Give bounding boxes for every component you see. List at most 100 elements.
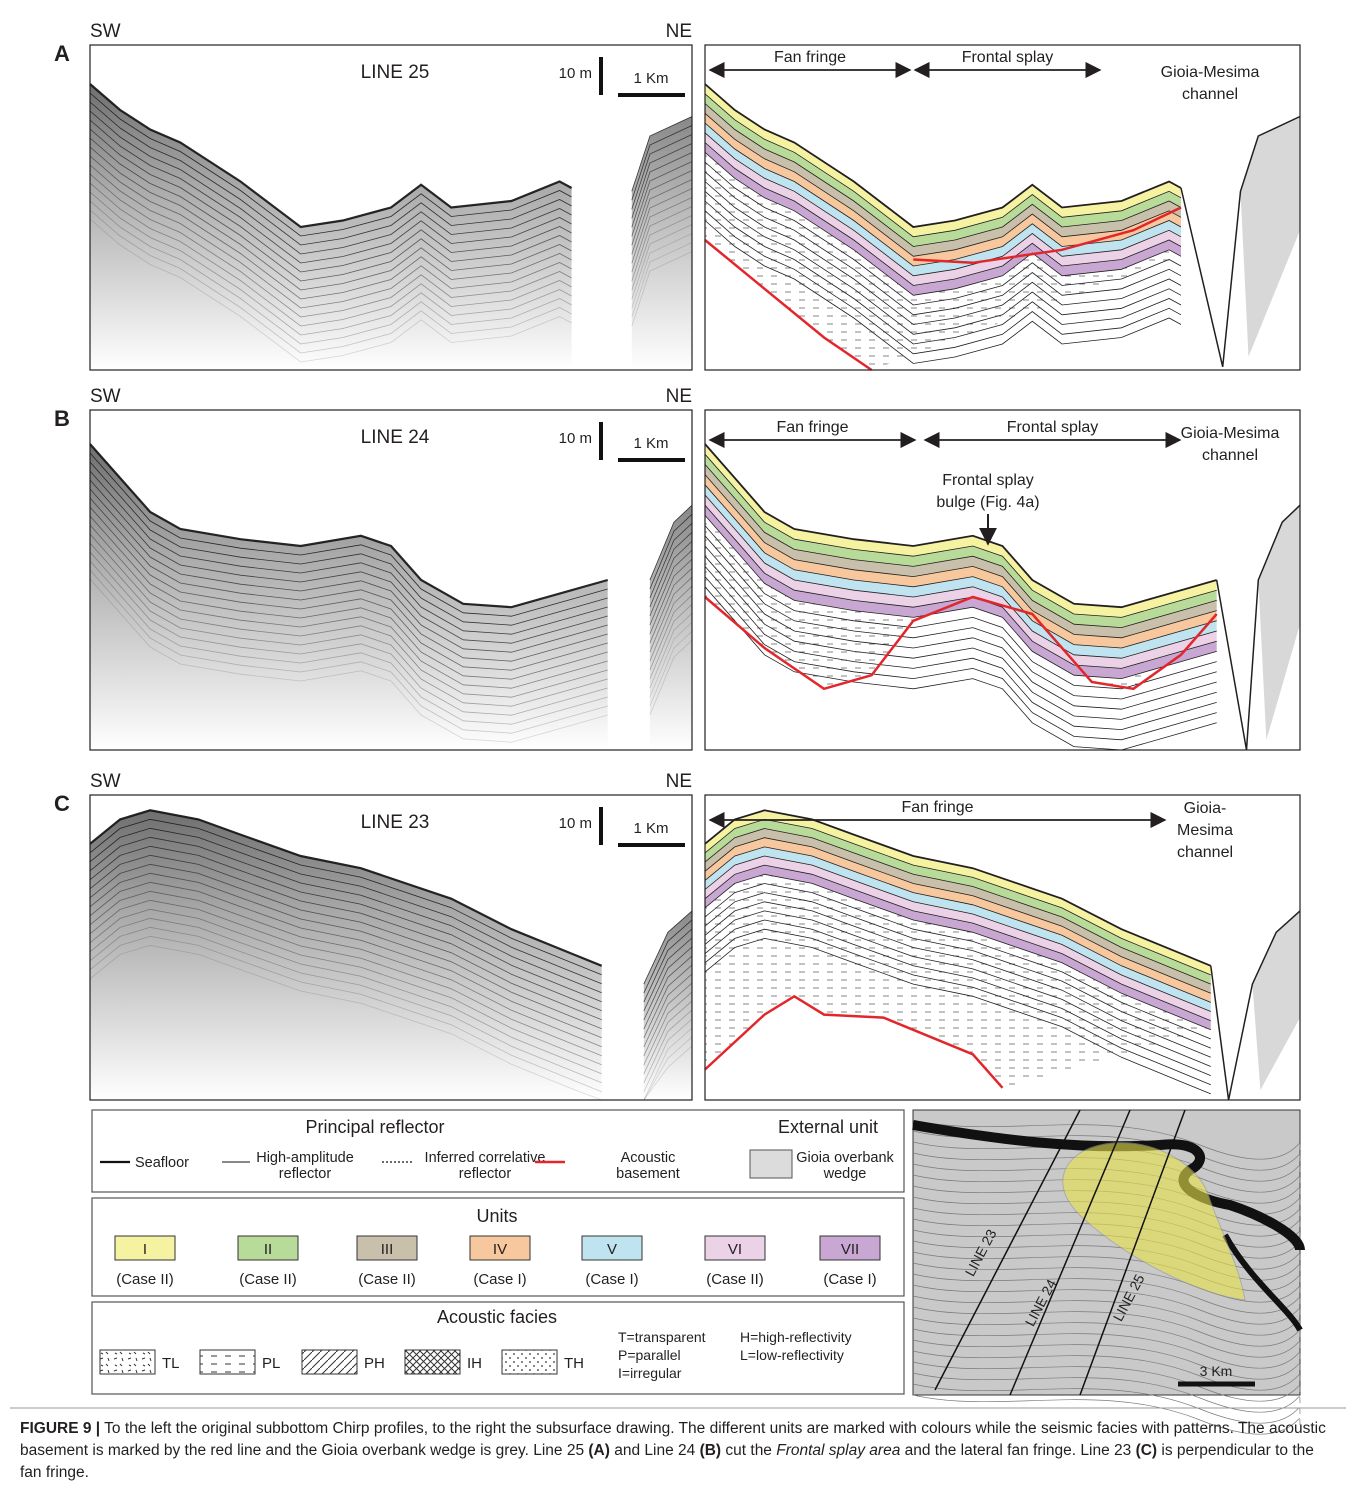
seismic-reflector — [631, 188, 693, 264]
seismic-reflector — [89, 836, 602, 994]
line-title: LINE 25 — [361, 62, 430, 83]
seismic-reflector — [631, 152, 693, 228]
seismic-reflector — [89, 182, 572, 327]
reflector-line — [704, 515, 1217, 680]
unit-case: (Case I) — [585, 1271, 638, 1288]
seismic-reflector — [649, 531, 693, 608]
seismic-reflector — [89, 155, 572, 300]
seismic-frame — [89, 409, 693, 751]
seismic-reflector — [89, 128, 572, 273]
seismic-reflector — [89, 818, 602, 976]
reflector-line — [704, 210, 1182, 355]
bathymetry-contour — [912, 1383, 1301, 1424]
legend-title: Principal reflector — [305, 1117, 444, 1137]
seismic-profile — [89, 83, 693, 370]
reflector-line — [704, 928, 1211, 1086]
seismic-reflector — [649, 504, 693, 581]
channel-label: Mesima — [1177, 822, 1233, 839]
seismic-fill — [90, 810, 602, 1100]
seismic-reflector — [631, 224, 693, 300]
facies-swatch — [301, 1349, 358, 1375]
unit-band — [705, 495, 1217, 669]
extent-label: Fan fringe — [776, 419, 848, 436]
seismic-reflector — [631, 206, 693, 282]
reflector-label: Inferred correlative — [425, 1150, 546, 1166]
seismic-reflector — [89, 533, 608, 698]
seismic-reflector — [643, 973, 693, 1048]
seismic-reflector — [643, 946, 693, 1021]
caption-segment: cut the — [721, 1442, 777, 1459]
channel-label: channel — [1177, 844, 1233, 861]
seismic-fill — [643, 910, 692, 1100]
reflector-label: basement — [616, 1166, 680, 1182]
reflector-line — [704, 535, 1217, 700]
panel-letter: C — [54, 791, 70, 816]
facies-area — [705, 152, 1181, 370]
seismic-reflector — [649, 594, 693, 671]
line-title: LINE 24 — [361, 427, 430, 448]
overbank-label: wedge — [823, 1166, 867, 1182]
unit-swatch — [237, 1235, 299, 1261]
reflector-line — [704, 142, 1182, 286]
caption-segment: is perpendicular to the fan fringe. — [20, 1442, 1314, 1481]
seismic-reflector — [89, 119, 572, 264]
seismic-reflector — [89, 809, 603, 967]
orientation-left: SW — [90, 21, 121, 42]
seismic-reflector — [89, 470, 608, 635]
reflector-line — [704, 151, 1182, 296]
caption: FIGURE 9 | To the left the original subb… — [20, 1418, 1330, 1484]
seismic-reflector — [643, 1036, 693, 1101]
seismic-reflector — [89, 164, 572, 309]
seismic-reflector — [89, 173, 572, 318]
reflector-label: Acoustic — [621, 1150, 676, 1166]
vertical-scale-label: 10 m — [559, 65, 592, 82]
reflector-line — [704, 892, 1211, 1049]
seismic-reflector — [643, 955, 693, 1030]
channel-label: channel — [1202, 447, 1258, 464]
facies-code: IH — [467, 1355, 482, 1372]
seismic-frame — [89, 794, 693, 1101]
unit-band — [705, 474, 1217, 648]
seismic-reflector — [89, 479, 608, 644]
seismic-reflector — [649, 567, 693, 644]
unit-band — [705, 464, 1217, 638]
unit-numeral: I — [143, 1241, 147, 1258]
seismic-fill — [631, 116, 692, 370]
seismic-reflector — [89, 560, 608, 725]
reflector-line — [704, 464, 1217, 629]
bulge-label: Frontal splay — [942, 472, 1034, 489]
vertical-scale-label: 10 m — [559, 430, 592, 447]
seismic-reflector — [631, 134, 693, 210]
seismic-reflector — [89, 101, 572, 246]
seismic-reflector — [89, 845, 602, 1003]
seismic-fill — [90, 84, 572, 370]
reflector-line — [704, 525, 1217, 690]
interpretation — [704, 809, 1301, 1101]
interpretation-frame — [704, 409, 1301, 751]
seismic-reflector — [89, 443, 608, 609]
seismic-reflector — [649, 639, 693, 716]
reflector-line — [704, 171, 1182, 316]
bathymetry-contour — [912, 1273, 1301, 1314]
caption-segment: (C) — [1135, 1442, 1158, 1459]
seismic-reflector — [643, 982, 693, 1057]
seismic-reflector — [89, 218, 572, 363]
channel-seafloor — [1210, 910, 1301, 1101]
seismic-reflector — [89, 917, 602, 1075]
acoustic-basement — [704, 994, 1004, 1089]
seismic-profile — [89, 809, 693, 1101]
survey-line — [934, 1109, 1081, 1391]
facies-swatch — [199, 1349, 256, 1375]
facies-definition: H=high-reflectivity — [740, 1329, 852, 1345]
seismic-reflector — [89, 515, 608, 680]
seismic-reflector — [649, 612, 693, 689]
seismic-reflector — [89, 542, 608, 707]
unit-swatch — [819, 1235, 881, 1261]
reflector-label: reflector — [279, 1166, 332, 1182]
caption-segment: Frontal splay area — [776, 1442, 901, 1459]
reflector-label: Seafloor — [135, 1155, 189, 1171]
unit-numeral: II — [264, 1241, 272, 1258]
reflector-line — [704, 220, 1182, 364]
facies-definition: I=irregular — [618, 1365, 682, 1381]
